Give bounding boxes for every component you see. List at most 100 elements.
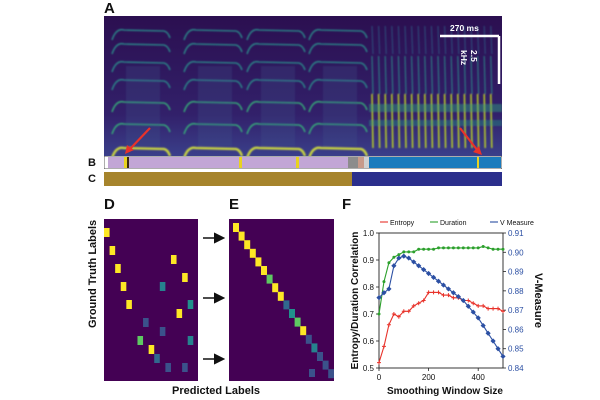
data-point <box>376 295 382 301</box>
trill-note <box>411 25 414 55</box>
matrix-cell <box>233 223 239 232</box>
trill-note <box>378 25 381 55</box>
trill-note <box>417 55 420 95</box>
chart-f: 0.5 0.6 0.7 0.8 0.9 1.0 0.84 0.85 0.86 0.87 0.88 0.… <box>350 220 544 397</box>
scale-time-label: 270 ms <box>450 23 479 33</box>
data-point <box>377 312 381 316</box>
matrix-cell <box>143 318 149 327</box>
matrix-cell <box>182 273 188 282</box>
y-axis-label: Entropy/Duration Correlation <box>350 232 361 370</box>
segment <box>242 157 296 168</box>
legend-label: Duration <box>440 220 467 227</box>
data-point <box>441 293 446 298</box>
data-point <box>476 303 481 308</box>
trill-note <box>463 55 466 95</box>
data-point <box>437 246 441 250</box>
trill-note <box>444 55 447 95</box>
panel-label-d: D <box>104 196 115 213</box>
trill-note <box>424 55 427 95</box>
panel-label-f: F <box>342 196 352 213</box>
data-point <box>391 263 397 269</box>
trill-band <box>369 104 502 112</box>
trill-note <box>430 25 433 55</box>
data-point <box>466 298 471 303</box>
trill-note <box>417 25 420 55</box>
trill-note <box>371 55 374 95</box>
data-point <box>451 246 455 250</box>
harmonic-band <box>246 146 307 156</box>
matrix-cell <box>238 231 245 241</box>
trill-note <box>397 25 400 55</box>
data-point <box>406 309 411 314</box>
data-point <box>391 312 396 316</box>
harmonic-band <box>246 42 306 55</box>
data-point <box>431 290 436 295</box>
trill-note <box>391 25 394 55</box>
trill-note <box>477 55 480 95</box>
segment-left <box>104 172 352 186</box>
segment <box>364 157 369 168</box>
data-point <box>491 247 495 251</box>
trill-note <box>384 25 387 55</box>
y-tick-label: 0.5 <box>363 364 375 373</box>
harmonic-band <box>111 60 171 73</box>
trill-note <box>437 25 440 55</box>
data-point <box>466 246 470 250</box>
data-point <box>476 246 480 250</box>
trill-note <box>457 55 460 95</box>
data-point <box>421 298 426 303</box>
matrix-cell <box>277 291 284 301</box>
data-point <box>411 303 416 308</box>
segment <box>369 157 477 168</box>
y-right-tick-label: 0.89 <box>508 268 524 277</box>
data-point <box>402 250 406 254</box>
legend-label: Entropy <box>390 220 415 227</box>
matrix-xlabel: Predicted Labels <box>172 385 261 397</box>
matrix-cell <box>255 257 262 267</box>
segment <box>124 157 127 168</box>
segment <box>477 157 479 168</box>
harmonic-band <box>183 146 244 156</box>
data-point <box>451 295 456 300</box>
matrix-cell <box>317 352 323 361</box>
matrix-cell <box>137 336 144 345</box>
trill-note <box>437 55 440 95</box>
data-point <box>417 247 421 251</box>
matrix-cell <box>148 345 155 354</box>
confusion-matrix-d <box>104 219 205 381</box>
matrix-arrows <box>203 232 226 365</box>
matrix-cell <box>294 317 301 327</box>
trill-note <box>371 25 374 55</box>
harmonic-band <box>308 146 369 156</box>
segment <box>358 157 364 168</box>
harmonic-band <box>246 28 306 41</box>
segment <box>108 157 124 168</box>
x-axis-label: Smoothing Window Size <box>387 386 503 397</box>
matrix-cell <box>289 309 295 318</box>
y-tick-label: 0.7 <box>363 310 375 319</box>
matrix-cell <box>159 327 166 336</box>
legend-label: V Measure <box>500 220 534 227</box>
matrix-cell <box>311 343 318 353</box>
segment <box>348 157 358 168</box>
data-point <box>396 314 401 319</box>
panel-label-a: A <box>104 0 115 17</box>
data-point <box>430 274 437 280</box>
y-right-axis-label: V-Measure <box>532 273 544 328</box>
data-point <box>401 253 407 259</box>
data-point <box>381 344 386 349</box>
trill-note <box>424 25 427 55</box>
matrix-cell <box>244 240 251 250</box>
data-point <box>401 309 406 314</box>
trill-note <box>450 55 453 95</box>
y-right-tick-label: 0.85 <box>508 345 524 354</box>
harmonic-band <box>183 42 243 55</box>
confusion-matrix-e <box>229 219 335 381</box>
segment <box>296 157 299 168</box>
segment <box>129 157 239 168</box>
data-point <box>496 247 500 251</box>
trill-note <box>444 25 447 55</box>
matrix-d-cells <box>104 228 205 372</box>
data-point <box>456 246 460 250</box>
trill-note <box>411 55 414 95</box>
